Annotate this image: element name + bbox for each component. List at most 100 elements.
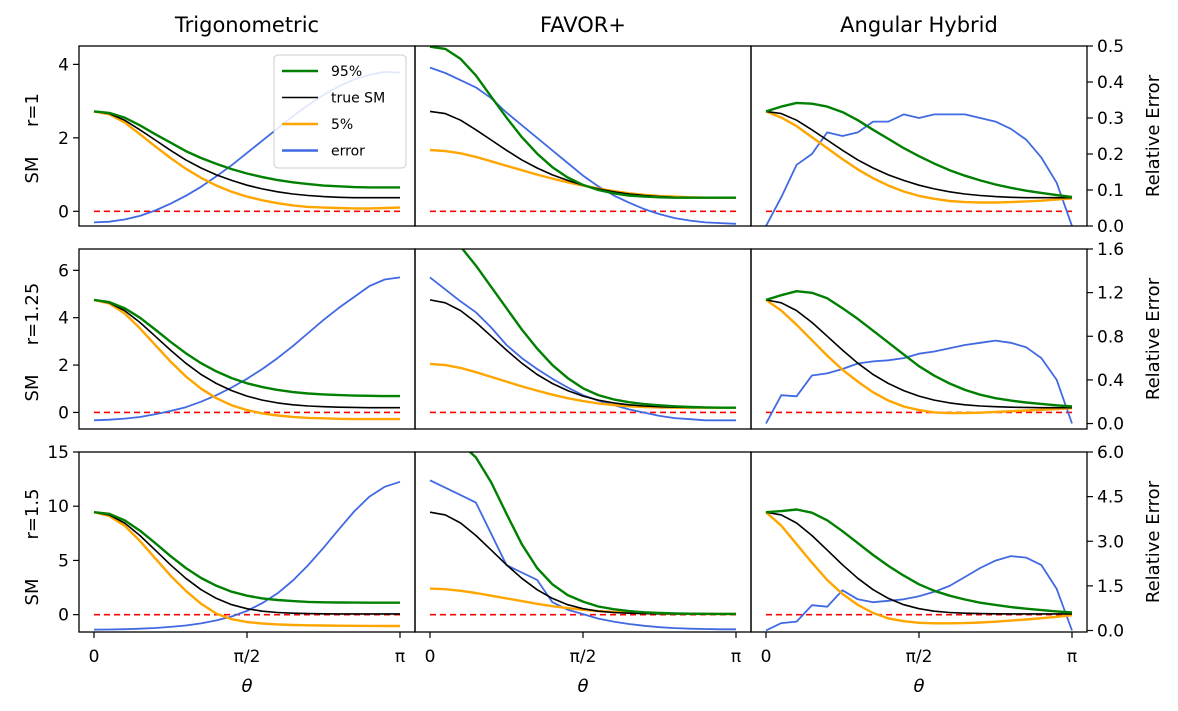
ylabel-sm-row1: SM xyxy=(22,157,43,184)
series-95pct-line xyxy=(460,249,736,409)
ytick-right-label: 0.5 xyxy=(1097,37,1124,57)
panel-3-1 xyxy=(93,480,401,631)
ytick-right-label: 0.0 xyxy=(1097,622,1124,642)
xtick-label: π/2 xyxy=(234,647,261,667)
row-label-r1: SM r=1 xyxy=(22,93,43,183)
series-5pct-line xyxy=(429,148,736,199)
ylabel-relative-error-row1: Relative Error xyxy=(1143,74,1164,197)
xtick-label: 0 xyxy=(89,647,100,667)
panel-frame xyxy=(750,45,1088,227)
series-true-sm-line xyxy=(429,511,736,615)
series-95pct-line xyxy=(468,452,736,616)
series-95pct-line xyxy=(93,110,400,189)
ytick-right-label: 4.5 xyxy=(1097,488,1124,508)
ytick-left-label: 15 xyxy=(47,443,69,463)
panel-frame xyxy=(414,45,752,227)
series-error-line xyxy=(93,480,401,631)
legend-label: true SM xyxy=(331,91,385,107)
series-95pct-line xyxy=(93,298,400,398)
ytick-right-label: 0.3 xyxy=(1097,109,1124,129)
ylabel-relative-error-row2: Relative Error xyxy=(1143,277,1164,400)
plot-area: 0 2 4 0.0 0.1 0.2 0.3 0.4 0.5 0 2 4 6 0.0 0.4 0.8 1.2 1.6… xyxy=(47,37,1124,667)
panel-2-2 xyxy=(429,249,736,422)
legend-label: error xyxy=(331,144,365,160)
series-95pct-line xyxy=(765,508,1073,614)
ytick-left-label: 4 xyxy=(58,309,69,329)
series-95pct-line xyxy=(765,290,1073,408)
series-error-line xyxy=(429,276,736,422)
series-5pct-line xyxy=(93,110,401,210)
panel-frame xyxy=(414,451,752,633)
ytick-right-label: 1.2 xyxy=(1097,284,1124,304)
ytick-left-label: 10 xyxy=(47,497,69,517)
series-error-line xyxy=(429,479,736,631)
ytick-right-label: 3.0 xyxy=(1097,532,1124,552)
series-true-sm-line xyxy=(429,299,736,409)
series-5pct-line xyxy=(429,362,736,409)
ytick-right-label: 0.1 xyxy=(1097,181,1124,201)
series-true-sm-line xyxy=(93,299,400,409)
ytick-right-label: 0.0 xyxy=(1097,415,1124,435)
xlabel-theta-col2: θ xyxy=(577,676,588,697)
ytick-right-label: 6.0 xyxy=(1097,443,1124,463)
ytick-left-label: 2 xyxy=(58,356,69,376)
series-error-line xyxy=(93,276,401,422)
row-name-r1: r=1 xyxy=(22,93,43,127)
panel-frame xyxy=(750,451,1088,633)
panel-2-1 xyxy=(93,276,401,422)
ytick-left-label: 0 xyxy=(58,606,69,626)
ylabel-sm-row3: SM xyxy=(22,579,43,606)
ytick-left-label: 2 xyxy=(58,129,69,149)
series-95pct-line xyxy=(93,511,400,604)
series-error-line xyxy=(765,555,1073,632)
panel-frame xyxy=(78,248,416,430)
row-name-r15: r=1.5 xyxy=(22,488,43,539)
legend-label: 95% xyxy=(331,64,362,80)
ytick-left-label: 5 xyxy=(58,551,69,571)
column-title-favor: FAVOR+ xyxy=(540,13,626,37)
legend-label: 5% xyxy=(331,117,353,133)
legend: 95% true SM 5% error xyxy=(273,54,407,169)
row-name-r125: r=1.25 xyxy=(22,283,43,346)
series-error-line xyxy=(765,113,1073,226)
panel-1-2 xyxy=(429,46,737,225)
ytick-right-label: 0.4 xyxy=(1097,73,1124,93)
series-5pct-line xyxy=(765,511,1073,625)
ytick-right-label: 1.5 xyxy=(1097,577,1124,597)
series-error-line xyxy=(765,339,1073,424)
ytick-left-label: 0 xyxy=(58,202,69,222)
series-true-sm-line xyxy=(765,511,1072,615)
panel-1-3 xyxy=(765,101,1073,226)
xtick-label: 0 xyxy=(425,647,436,667)
ytick-right-label: 0.2 xyxy=(1097,145,1124,165)
xtick-label: π xyxy=(731,647,741,667)
series-5pct-line xyxy=(93,298,400,421)
series-true-sm-line xyxy=(765,299,1072,409)
series-true-sm-line xyxy=(93,511,400,615)
legend-box xyxy=(273,54,407,169)
ylabel-sm-row2: SM xyxy=(22,375,43,402)
row-label-r125: SM r=1.25 xyxy=(22,283,43,402)
ytick-left-label: 6 xyxy=(58,261,69,281)
ytick-left-label: 0 xyxy=(58,403,69,423)
ytick-right-label: 0.0 xyxy=(1097,217,1124,237)
row-label-r15: SM r=1.5 xyxy=(22,488,43,605)
series-95pct-line xyxy=(765,101,1073,199)
panel-2-3 xyxy=(765,290,1073,424)
panel-frame xyxy=(78,451,416,633)
series-5pct-line xyxy=(93,511,400,628)
ylabel-relative-error-row3: Relative Error xyxy=(1143,480,1164,603)
series-true-sm-line xyxy=(93,110,400,199)
series-5pct-line xyxy=(765,298,1073,415)
xtick-label: π/2 xyxy=(906,647,933,667)
column-title-angular-hybrid: Angular Hybrid xyxy=(840,13,998,37)
xlabel-theta-col3: θ xyxy=(913,676,924,697)
xtick-label: π xyxy=(395,647,405,667)
series-error-line xyxy=(429,66,737,225)
ytick-right-label: 1.6 xyxy=(1097,240,1124,260)
column-title-trigonometric: Trigonometric xyxy=(174,13,319,37)
ytick-right-label: 0.8 xyxy=(1097,327,1124,347)
ytick-left-label: 4 xyxy=(58,55,69,75)
series-true-sm-line xyxy=(765,110,1072,199)
panel-3-3 xyxy=(765,508,1073,632)
